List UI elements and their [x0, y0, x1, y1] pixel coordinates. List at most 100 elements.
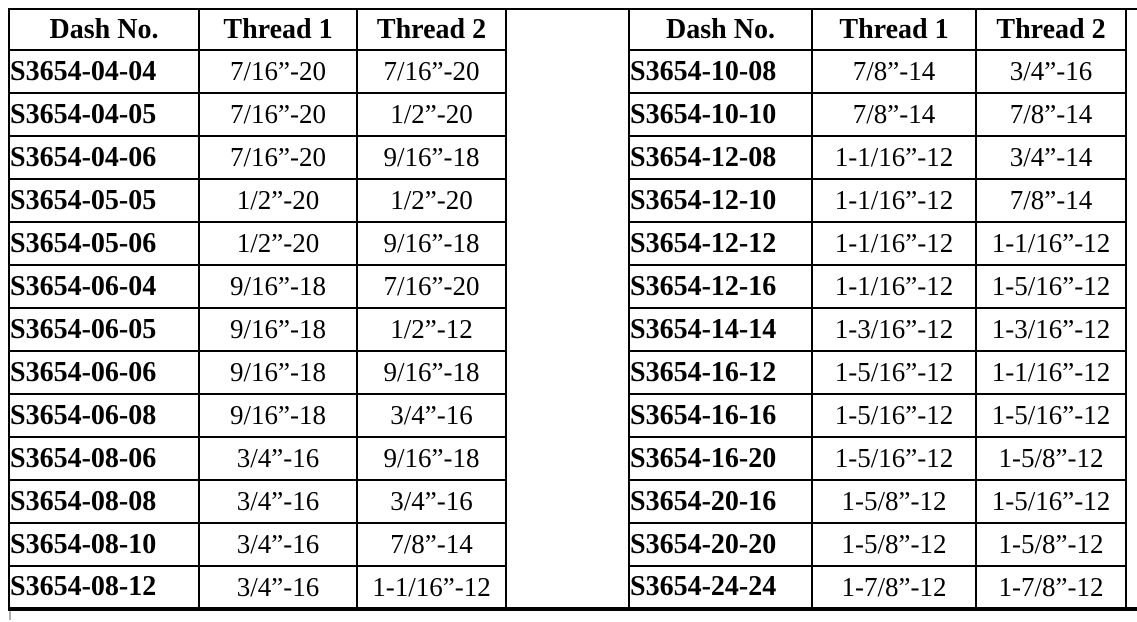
dash-cell: S3654-05-06	[8, 221, 200, 266]
dash-cell: S3654-10-08	[628, 49, 813, 94]
right-header-thread-2: Thread 2	[975, 8, 1127, 51]
dash-cell: S3654-24-24	[628, 565, 813, 610]
dash-cell: S3654-12-12	[628, 221, 813, 266]
table-row: S3654-06-05 9/16”-18 1/2”-12 S3654-14-14…	[8, 307, 1127, 352]
dash-cell: S3654-04-05	[8, 92, 200, 137]
table-row: S3654-08-10 3/4”-16 7/8”-14 S3654-20-20 …	[8, 522, 1127, 567]
thread1-cell: 9/16”-18	[198, 264, 358, 309]
thread2-cell: 1-5/8”-12	[975, 436, 1127, 481]
thread1-cell: 9/16”-18	[198, 307, 358, 352]
dash-cell: S3654-20-16	[628, 479, 813, 524]
top-rule-extension	[1127, 8, 1137, 10]
thread1-cell: 3/4”-16	[198, 565, 358, 610]
table-row: S3654-08-08 3/4”-16 3/4”-16 S3654-20-16 …	[8, 479, 1127, 524]
thread2-cell: 1/2”-20	[356, 178, 507, 223]
thread1-cell: 1-1/16”-12	[811, 178, 977, 223]
thread1-cell: 3/4”-16	[198, 522, 358, 567]
thread2-cell: 1/2”-20	[356, 92, 507, 137]
dash-cell: S3654-20-20	[628, 522, 813, 567]
thread2-cell: 1-5/8”-12	[975, 522, 1127, 567]
thread1-cell: 3/4”-16	[198, 436, 358, 481]
left-header-thread-2: Thread 2	[356, 8, 507, 51]
thread1-cell: 1-5/16”-12	[811, 393, 977, 438]
left-header-thread-1: Thread 1	[198, 8, 358, 51]
thread1-cell: 1/2”-20	[198, 178, 358, 223]
thread2-cell: 3/4”-16	[975, 49, 1127, 94]
table-row: S3654-04-06 7/16”-20 9/16”-18 S3654-12-0…	[8, 135, 1127, 180]
thread1-cell: 3/4”-16	[198, 479, 358, 524]
thread1-cell: 9/16”-18	[198, 393, 358, 438]
thread2-cell: 3/4”-16	[356, 393, 507, 438]
thread1-cell: 7/16”-20	[198, 92, 358, 137]
thread2-cell: 1-5/16”-12	[975, 393, 1127, 438]
spec-table-wrap: Dash No. Thread 1 Thread 2 Dash No. Thre…	[8, 8, 1137, 620]
thread2-cell: 1-3/16”-12	[975, 307, 1127, 352]
table-row: S3654-08-12 3/4”-16 1-1/16”-12 S3654-24-…	[8, 565, 1127, 610]
table-row: S3654-04-05 7/16”-20 1/2”-20 S3654-10-10…	[8, 92, 1127, 137]
right-header-thread-1: Thread 1	[811, 8, 977, 51]
thread2-cell: 7/8”-14	[975, 178, 1127, 223]
thread1-cell: 1-5/8”-12	[811, 479, 977, 524]
table-row: S3654-04-04 7/16”-20 7/16”-20 S3654-10-0…	[8, 49, 1127, 94]
dash-cell: S3654-08-08	[8, 479, 200, 524]
dash-cell: S3654-08-06	[8, 436, 200, 481]
thread2-cell: 1-5/16”-12	[975, 479, 1127, 524]
table-row: S3654-06-04 9/16”-18 7/16”-20 S3654-12-1…	[8, 264, 1127, 309]
thread1-cell: 1-5/8”-12	[811, 522, 977, 567]
dash-cell: S3654-14-14	[628, 307, 813, 352]
right-header-dash-no: Dash No.	[628, 8, 813, 51]
dash-cell: S3654-06-04	[8, 264, 200, 309]
thread2-cell: 7/16”-20	[356, 264, 507, 309]
dash-cell: S3654-06-06	[8, 350, 200, 395]
spacer-column	[505, 8, 630, 610]
table-row: S3654-06-08 9/16”-18 3/4”-16 S3654-16-16…	[8, 393, 1127, 438]
dash-cell: S3654-16-20	[628, 436, 813, 481]
thread1-cell: 7/16”-20	[198, 135, 358, 180]
cutoff-next-row-stub	[9, 611, 11, 620]
left-header-dash-no: Dash No.	[8, 8, 200, 51]
thread1-cell: 1-5/16”-12	[811, 350, 977, 395]
thread1-cell: 7/8”-14	[811, 49, 977, 94]
thread1-cell: 9/16”-18	[198, 350, 358, 395]
thread2-cell: 1-7/8”-12	[975, 565, 1127, 610]
dash-cell: S3654-08-10	[8, 522, 200, 567]
thread2-cell: 1-1/16”-12	[975, 350, 1127, 395]
thread1-cell: 1-1/16”-12	[811, 264, 977, 309]
thread2-cell: 9/16”-18	[356, 135, 507, 180]
thread-spec-table: Dash No. Thread 1 Thread 2 Dash No. Thre…	[8, 8, 1127, 611]
thread2-cell: 9/16”-18	[356, 436, 507, 481]
thread1-cell: 1-3/16”-12	[811, 307, 977, 352]
dash-cell: S3654-12-16	[628, 264, 813, 309]
dash-cell: S3654-05-05	[8, 178, 200, 223]
thread1-cell: 1/2”-20	[198, 221, 358, 266]
thread2-cell: 3/4”-16	[356, 479, 507, 524]
thread2-cell: 1-1/16”-12	[356, 565, 507, 610]
thread2-cell: 9/16”-18	[356, 221, 507, 266]
thread2-cell: 3/4”-14	[975, 135, 1127, 180]
dash-cell: S3654-04-06	[8, 135, 200, 180]
thread1-cell: 1-5/16”-12	[811, 436, 977, 481]
thread1-cell: 7/16”-20	[198, 49, 358, 94]
thread2-cell: 1-5/16”-12	[975, 264, 1127, 309]
thread2-cell: 1-1/16”-12	[975, 221, 1127, 266]
dash-cell: S3654-06-05	[8, 307, 200, 352]
dash-cell: S3654-08-12	[8, 565, 200, 610]
dash-cell: S3654-12-10	[628, 178, 813, 223]
bottom-rule-extension	[1127, 607, 1137, 611]
dash-cell: S3654-06-08	[8, 393, 200, 438]
thread2-cell: 1/2”-12	[356, 307, 507, 352]
dash-cell: S3654-12-08	[628, 135, 813, 180]
thread2-cell: 7/16”-20	[356, 49, 507, 94]
thread1-cell: 1-1/16”-12	[811, 135, 977, 180]
thread2-cell: 7/8”-14	[356, 522, 507, 567]
dash-cell: S3654-16-12	[628, 350, 813, 395]
header-row: Dash No. Thread 1 Thread 2 Dash No. Thre…	[8, 8, 1127, 610]
table-row: S3654-06-06 9/16”-18 9/16”-18 S3654-16-1…	[8, 350, 1127, 395]
thread2-cell: 7/8”-14	[975, 92, 1127, 137]
dash-cell: S3654-10-10	[628, 92, 813, 137]
thread1-cell: 1-1/16”-12	[811, 221, 977, 266]
table-row: S3654-05-05 1/2”-20 1/2”-20 S3654-12-10 …	[8, 178, 1127, 223]
dash-cell: S3654-16-16	[628, 393, 813, 438]
thread2-cell: 9/16”-18	[356, 350, 507, 395]
